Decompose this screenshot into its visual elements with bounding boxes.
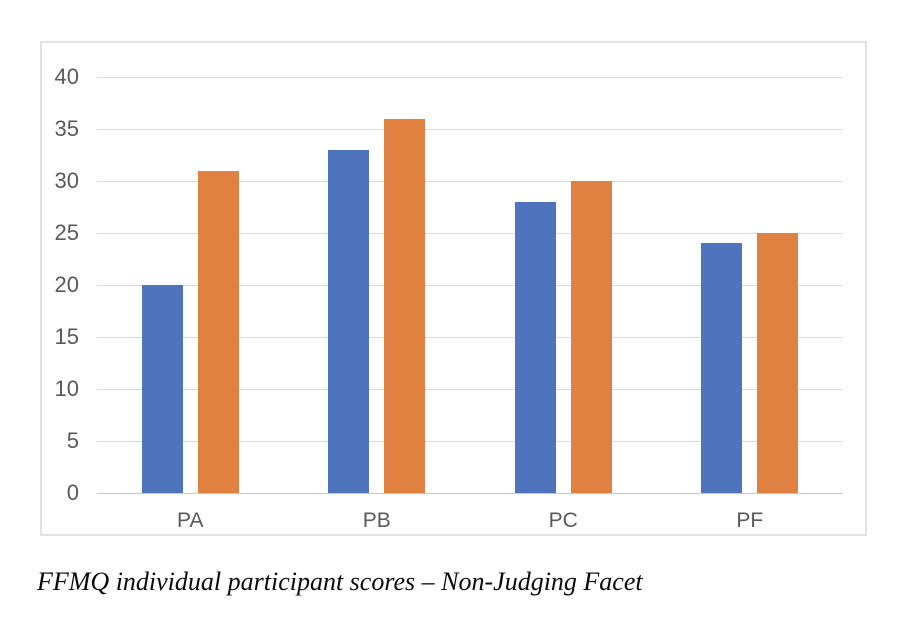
bar-orange-series-pf [757,233,799,493]
gridline [97,181,843,182]
x-axis-category-label: PB [362,509,391,532]
y-axis-tick-label: 25 [54,220,79,245]
x-axis-category-label: PA [177,509,204,532]
bar-blue-series-pf [701,243,743,493]
y-axis-tick-label: 10 [54,376,79,401]
y-axis-tick-label: 40 [54,64,79,89]
gridline [97,441,843,442]
y-axis-tick-label: 15 [54,324,79,349]
bar-chart: 0 5 10 15 20 25 30 35 40 PA PB PC PF [40,41,867,536]
gridline [97,389,843,390]
bar-blue-series-pa [141,285,183,493]
y-axis-tick-label: 30 [54,168,79,193]
bar-blue-series-pc [514,201,556,493]
bar-blue-series-pb [328,149,370,493]
x-axis-category-label: PF [736,509,764,532]
x-axis-line [97,493,843,494]
plot-area: 0 5 10 15 20 25 30 35 40 PA PB PC PF [42,43,865,534]
y-axis-tick-label: 0 [66,480,79,505]
gridline [97,129,843,130]
y-axis-tick-label: 35 [54,116,79,141]
figure-caption: FFMQ individual participant scores – Non… [37,567,643,596]
x-axis-category-label: PC [548,509,578,532]
gridline [97,285,843,286]
bar-orange-series-pb [384,118,426,493]
y-axis-tick-label: 20 [54,272,79,297]
gridline [97,77,843,78]
gridline [97,233,843,234]
bar-orange-series-pa [197,170,239,493]
y-axis-tick-label: 5 [66,428,79,453]
bar-orange-series-pc [570,181,612,493]
gridline [97,337,843,338]
